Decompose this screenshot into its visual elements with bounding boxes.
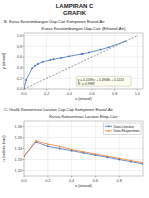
plot-frame bbox=[24, 121, 143, 176]
data-layer bbox=[24, 36, 137, 89]
tick-label: 1.34 bbox=[15, 147, 22, 151]
point bbox=[94, 153, 96, 155]
tick-label: 0.2 bbox=[45, 179, 50, 183]
legend-swatch bbox=[105, 126, 112, 127]
tick-label: 0.8 bbox=[117, 179, 122, 183]
y-axis-label: y (etanol) bbox=[1, 52, 6, 69]
page-subtitle: GRAFIK bbox=[63, 10, 87, 16]
tick-label: 0.2 bbox=[17, 77, 22, 81]
legend-label: Data Literatur bbox=[113, 125, 134, 129]
point bbox=[25, 79, 27, 81]
annotation-box bbox=[76, 76, 131, 86]
tick-label: 0.6 bbox=[17, 55, 22, 59]
chart: B. Kurva Kesetimbangan Uap-Cair Komponen… bbox=[1, 19, 143, 101]
tick-label: 0.4 bbox=[67, 92, 72, 96]
grid-line bbox=[69, 33, 70, 89]
series-line bbox=[24, 141, 143, 163]
page: LAMPIRAN CGRAFIK B. Kurva Kesetimbangan U… bbox=[0, 0, 149, 198]
grid-line bbox=[24, 46, 143, 47]
point bbox=[108, 46, 110, 48]
plot-area bbox=[24, 121, 143, 176]
point bbox=[71, 149, 73, 151]
tick-label: 0.8 bbox=[17, 45, 22, 49]
grid bbox=[24, 121, 143, 176]
point bbox=[35, 140, 37, 142]
point bbox=[59, 145, 61, 147]
grid-line bbox=[24, 35, 143, 36]
grid-line bbox=[24, 137, 143, 138]
data-layer bbox=[24, 140, 143, 165]
series-line bbox=[24, 36, 137, 89]
tick-label: 0.6 bbox=[93, 179, 98, 183]
chart-title: Kurva Kesetimbangan Uap-Cair (Ethanol-Ai… bbox=[42, 26, 126, 31]
tick-label: 0.0 bbox=[21, 92, 26, 96]
point bbox=[42, 61, 44, 63]
x-axis-label: x (etanol) bbox=[75, 183, 92, 188]
point bbox=[88, 52, 90, 54]
point bbox=[59, 148, 61, 150]
legend-label: Data Eksperimen bbox=[113, 129, 139, 133]
tick-label: 0.0 bbox=[17, 87, 22, 91]
point bbox=[60, 57, 62, 59]
legend-marker bbox=[108, 125, 110, 127]
legend-marker bbox=[107, 130, 109, 132]
point bbox=[83, 151, 85, 153]
tick-label: 1.32 bbox=[15, 169, 22, 173]
tick-label: 0.2 bbox=[44, 92, 49, 96]
x-axis-label: x (etanol) bbox=[75, 96, 92, 101]
point bbox=[47, 143, 49, 145]
section-label: C. Grafik Konsentrasi Larutan Cap-Cap Ko… bbox=[4, 107, 114, 112]
y-axis-label: n (indeks bias) bbox=[1, 135, 6, 162]
tick-label: 0.6 bbox=[89, 92, 94, 96]
tick-label: 1.33 bbox=[15, 158, 22, 162]
point bbox=[118, 157, 120, 159]
grid bbox=[24, 33, 143, 89]
point bbox=[142, 162, 143, 164]
grid-line bbox=[24, 148, 143, 149]
point bbox=[53, 58, 55, 60]
grid-line bbox=[24, 170, 143, 171]
point bbox=[47, 145, 49, 147]
point bbox=[50, 59, 52, 61]
tick-label: 0.0 bbox=[21, 179, 26, 183]
legend-box bbox=[103, 123, 141, 134]
point bbox=[31, 67, 33, 69]
chart: C. Grafik Konsentrasi Larutan Cap-Cap Ko… bbox=[1, 107, 144, 188]
series-line bbox=[24, 142, 143, 164]
tick-label: 0.8 bbox=[112, 92, 117, 96]
tick-label: 0.4 bbox=[69, 179, 74, 183]
grid-line bbox=[24, 67, 143, 68]
point bbox=[130, 160, 132, 162]
tick-label: 1.0 bbox=[135, 92, 140, 96]
plot-frame bbox=[24, 33, 143, 89]
point bbox=[82, 53, 84, 55]
legend-swatch bbox=[105, 130, 112, 131]
point bbox=[100, 49, 102, 51]
point bbox=[68, 55, 70, 57]
tick-label: 1.35 bbox=[15, 136, 22, 140]
point bbox=[34, 65, 36, 67]
section-label: B. Kurva Kesetimbangan Uap-Cair Komponen… bbox=[4, 19, 105, 24]
tick-label: 0.4 bbox=[17, 66, 22, 70]
tick-label: 1.0 bbox=[17, 34, 22, 38]
legend: Data LiteraturData Eksperimen bbox=[103, 123, 141, 134]
page-title: LAMPIRAN C bbox=[56, 3, 94, 9]
tick-label: 1.36 bbox=[15, 125, 22, 129]
point bbox=[24, 155, 25, 157]
chart-title: Kurva Konsentrasi Larutan Etap-Cair bbox=[49, 114, 118, 119]
grid-line bbox=[137, 33, 138, 89]
annotation-line: R² = 0.9989 bbox=[78, 82, 95, 86]
annotation: y = 0.1039x² + 0.4948x + 0.1013R² = 0.99… bbox=[78, 78, 124, 86]
grid-line bbox=[24, 57, 143, 58]
point bbox=[106, 155, 108, 157]
point bbox=[37, 63, 39, 65]
plot-area bbox=[24, 33, 143, 89]
